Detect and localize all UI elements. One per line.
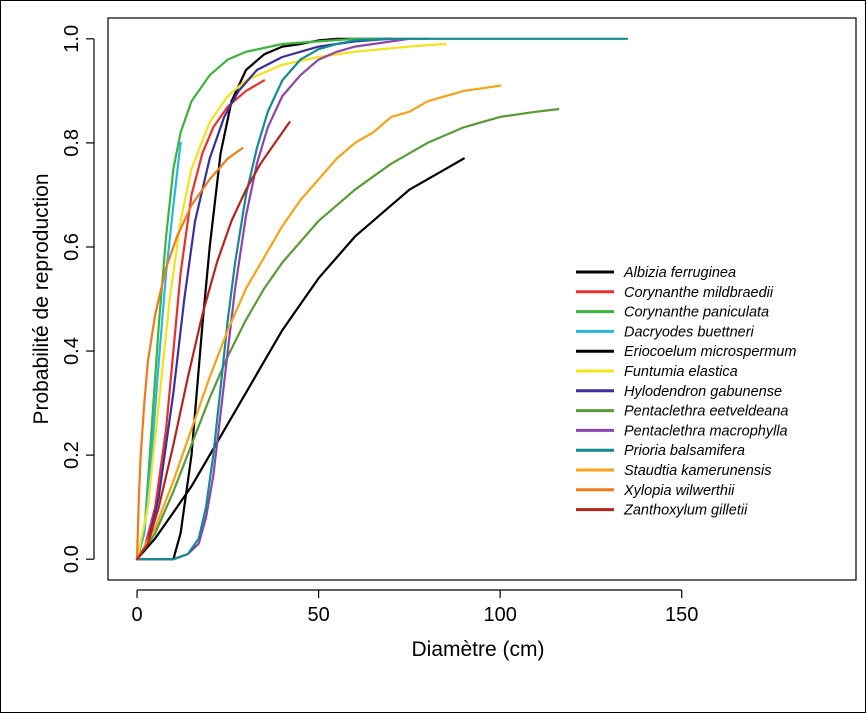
legend-label: Staudtia kamerunensis [624,463,772,479]
x-tick-label: 0 [131,604,142,626]
y-tick-label: 0.8 [61,129,83,157]
legend-label: Dacryodes buettneri [624,324,755,340]
legend-label: Albizia ferruginea [623,265,736,281]
y-tick-label: 0.4 [61,337,83,365]
legend-label: Pentaclethra macrophylla [624,423,788,439]
series-line [135,37,629,561]
series-line [135,37,429,561]
plot-area [107,17,857,581]
series-line [135,141,182,561]
series-line [135,37,411,561]
legend-label: Funtumia elastica [624,364,738,380]
y-tick-label: 0.2 [61,441,83,469]
series-line [135,157,465,561]
series-line [135,108,560,561]
x-axis-title: Diamètre (cm) [411,638,544,661]
series-line [135,37,393,561]
legend-label: Corynanthe paniculata [624,305,769,321]
legend-label: Zanthoxylum gilletii [623,503,748,519]
legend-label: Xylopia wilwerthii [623,483,735,499]
x-tick-label: 150 [665,604,698,626]
legend-label: Prioria balsamifera [624,443,745,459]
legend-label: Eriocoelum microspermum [624,344,796,360]
series-line [135,147,244,561]
series-line [135,42,447,561]
y-tick-label: 0.6 [61,233,83,261]
series-lines [135,37,629,561]
legend-label: Pentaclethra eetveldeana [624,404,788,420]
legend-label: Corynanthe mildbraedii [624,285,774,301]
x-tick-label: 100 [483,604,516,626]
y-tick-label: 1.0 [61,25,83,53]
legend-label: Hylodendron gabunense [624,384,782,400]
y-tick-label: 0.0 [61,545,83,573]
series-line [135,84,502,561]
x-tick-label: 50 [307,604,329,626]
series-line [135,37,393,561]
y-axis-title: Probabilité de reproduction [30,174,53,425]
series-line [135,121,291,561]
legend: Albizia ferruginea Corynanthe mildbraedii… [576,265,796,519]
